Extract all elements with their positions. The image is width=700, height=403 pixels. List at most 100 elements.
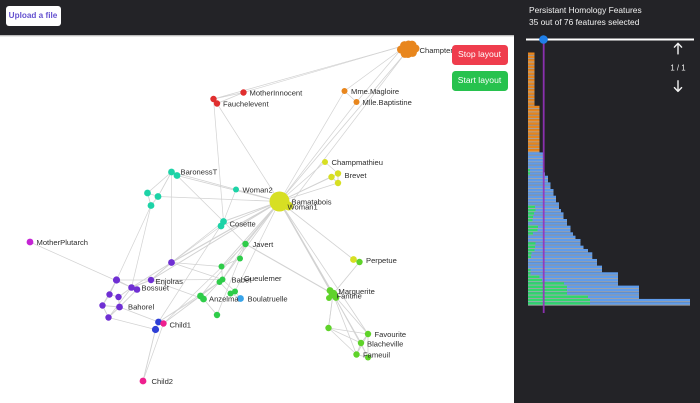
graph-node[interactable]: [326, 295, 332, 301]
barcode-bar[interactable]: [528, 169, 543, 172]
graph-node[interactable]: [334, 179, 342, 187]
barcode-bar[interactable]: [528, 219, 567, 222]
barcode-bar[interactable]: [528, 258, 597, 262]
barcode-bar[interactable]: [528, 119, 540, 122]
start-layout-button[interactable]: Start layout: [451, 71, 508, 91]
barcode-bar[interactable]: [528, 89, 535, 92]
barcode-bar[interactable]: [528, 109, 540, 112]
barcode-bar[interactable]: [528, 232, 573, 235]
graph-node[interactable]: [128, 284, 135, 291]
pager-down-button[interactable]: [673, 80, 683, 93]
barcode-bar[interactable]: [528, 242, 581, 245]
barcode-bar[interactable]: [528, 122, 540, 125]
barcode-bar[interactable]: [528, 165, 543, 169]
graph-node[interactable]: [154, 193, 162, 200]
barcode-bar[interactable]: [528, 268, 602, 272]
barcode-bar[interactable]: [528, 75, 535, 79]
barcode-bar[interactable]: [528, 222, 567, 225]
barcode-bar[interactable]: [528, 152, 543, 155]
graph-node[interactable]: [240, 89, 247, 96]
barcode-bar[interactable]: [528, 92, 535, 95]
graph-node[interactable]: [200, 295, 207, 303]
barcode-bar[interactable]: [528, 215, 564, 219]
graph-node[interactable]: [139, 377, 147, 385]
barcode-bar[interactable]: [528, 72, 535, 75]
barcode-bar[interactable]: [528, 228, 571, 232]
stop-layout-button[interactable]: Stop layout: [451, 45, 508, 65]
graph-node[interactable]: [115, 293, 122, 301]
barcode-bar[interactable]: [528, 125, 540, 129]
barcode-bar[interactable]: [528, 162, 543, 165]
graph-node[interactable]: [116, 303, 123, 311]
graph-node[interactable]: [213, 311, 221, 319]
barcode-bar[interactable]: [528, 139, 540, 142]
barcode-bar[interactable]: [528, 302, 690, 305]
upload-file-button[interactable]: Upload a file: [5, 5, 61, 26]
barcode-bar[interactable]: [528, 112, 540, 115]
barcode-bar[interactable]: [528, 52, 535, 55]
graph-node[interactable]: [242, 240, 249, 248]
barcode-bar[interactable]: [528, 142, 540, 145]
barcode-bar[interactable]: [528, 262, 597, 265]
graph-node[interactable]: [173, 172, 181, 179]
barcode-bar[interactable]: [528, 252, 593, 255]
barcode-bar[interactable]: [528, 69, 535, 72]
barcode-bar[interactable]: [528, 265, 602, 269]
graph-node[interactable]: [147, 202, 155, 209]
barcode-bar[interactable]: [528, 132, 540, 135]
graph-node[interactable]: [284, 201, 293, 211]
graph-node[interactable]: [357, 339, 365, 347]
graph-node[interactable]: [364, 330, 372, 338]
barcode-bar[interactable]: [528, 282, 618, 285]
barcode-bar[interactable]: [528, 129, 540, 132]
graph-node[interactable]: [232, 288, 238, 295]
barcode-bar[interactable]: [528, 55, 535, 59]
graph-node[interactable]: [112, 276, 121, 284]
barcode-bar[interactable]: [528, 102, 535, 105]
barcode-bar[interactable]: [528, 65, 535, 69]
graph-node[interactable]: [353, 351, 360, 358]
graph-node[interactable]: [411, 44, 420, 53]
graph-node[interactable]: [151, 325, 160, 334]
graph-node[interactable]: [325, 324, 332, 332]
barcode-bar[interactable]: [528, 285, 639, 288]
graph-node[interactable]: [332, 294, 340, 301]
graph-node[interactable]: [26, 238, 34, 246]
graph-node[interactable]: [168, 259, 175, 266]
graph-node[interactable]: [237, 255, 243, 262]
barcode-bar[interactable]: [528, 192, 554, 195]
graph-node[interactable]: [233, 186, 239, 193]
graph-node[interactable]: [341, 88, 348, 94]
graph-node[interactable]: [99, 302, 106, 309]
barcode-bar[interactable]: [528, 255, 593, 259]
barcode-bar[interactable]: [528, 235, 576, 239]
graph-node[interactable]: [160, 320, 167, 327]
barcode-bar[interactable]: [528, 185, 551, 189]
graph-node[interactable]: [133, 286, 141, 293]
barcode-bar[interactable]: [528, 288, 639, 292]
graph-node[interactable]: [105, 314, 112, 321]
barcode-bar[interactable]: [528, 159, 543, 162]
barcode-bar[interactable]: [528, 59, 535, 62]
barcode-bar[interactable]: [528, 199, 556, 202]
barcode-bar[interactable]: [528, 95, 535, 99]
barcode-bar[interactable]: [528, 85, 535, 89]
graph-node[interactable]: [322, 159, 328, 165]
graph-node[interactable]: [328, 173, 335, 181]
graph-node[interactable]: [350, 256, 357, 263]
graph-node[interactable]: [404, 40, 413, 50]
barcode-bar[interactable]: [528, 225, 571, 229]
barcode-bar[interactable]: [528, 175, 548, 179]
barcode-bar[interactable]: [528, 155, 543, 159]
barcode-bar[interactable]: [528, 115, 540, 119]
barcode-bar[interactable]: [528, 195, 556, 199]
barcode-bar[interactable]: [528, 179, 548, 182]
barcode-bar[interactable]: [528, 105, 540, 109]
barcode-bar[interactable]: [528, 189, 554, 192]
barcode-bar[interactable]: [528, 99, 535, 102]
graph-node[interactable]: [144, 189, 151, 197]
graph-node[interactable]: [216, 279, 223, 285]
graph-node[interactable]: [210, 95, 217, 103]
graph-node[interactable]: [334, 170, 342, 177]
graph-node[interactable]: [168, 168, 175, 176]
